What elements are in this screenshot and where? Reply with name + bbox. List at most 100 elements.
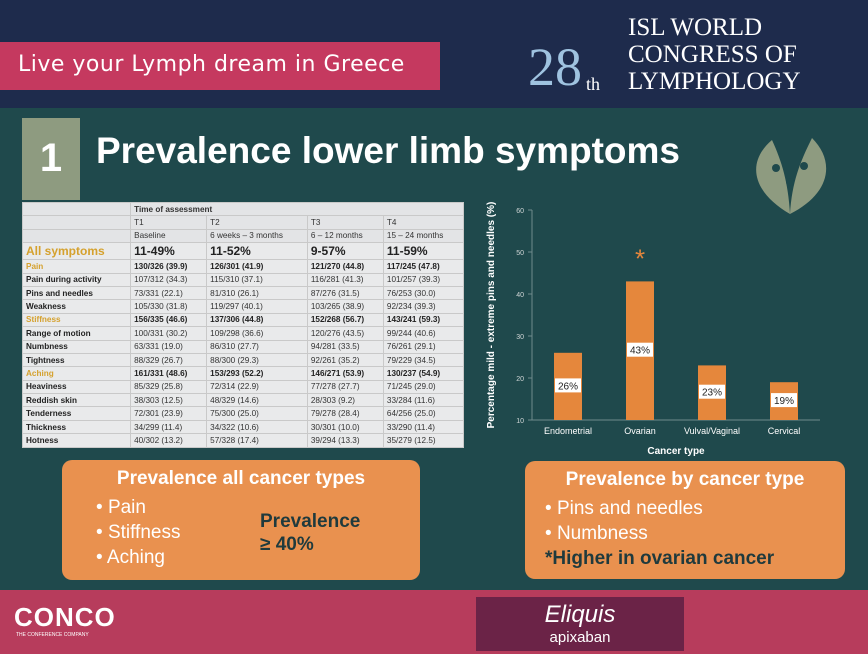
- table-cell: 152/268 (56.7): [306, 312, 384, 328]
- header-row: Time of assessment: [21, 201, 464, 217]
- table-cell: 92/261 (35.2): [306, 352, 384, 368]
- cell: [21, 201, 132, 217]
- table-cell: 120/276 (43.5): [306, 326, 384, 341]
- y-tick-label: 40: [516, 292, 524, 299]
- table-cell: 75/300 (25.0): [206, 406, 308, 421]
- company-logo: CONCO: [14, 602, 116, 632]
- annotation: *: [635, 243, 645, 273]
- table-cell: 137/306 (44.8): [206, 312, 308, 328]
- logo-line: LYMPHOLOGY: [628, 68, 801, 95]
- table-row: Pain 130/326 (39.9) 126/301 (41.9) 121/270 …: [21, 259, 465, 274]
- logo-line: CONGRESS OF: [628, 41, 797, 68]
- table-cell: 105/330 (31.8): [130, 299, 208, 314]
- table-cell: 76/253 (30.0): [382, 285, 465, 301]
- slide-title: Prevalence lower limb symptoms: [96, 130, 681, 171]
- table-cell: 101/257 (39.3): [382, 272, 465, 287]
- note-line: Prevalence: [260, 511, 361, 532]
- bullet: • Pain: [96, 497, 146, 518]
- box-title: Prevalence by cancer type: [565, 469, 805, 490]
- table-cell: 161/331 (48.6): [130, 366, 208, 381]
- table-row: Thickness 34/299 (11.4) 34/322 (10.6) 30/30…: [21, 419, 465, 435]
- bar-chart: 10 20 30 40 50 60 Percentage mild - extreme pi…: [486, 202, 820, 457]
- table-cell: 86/310 (27.7): [206, 339, 308, 354]
- value-label: 43%: [630, 346, 650, 357]
- table-cell: 143/241 (59.3): [382, 312, 465, 328]
- column-id-row: T1 T2 T3 T4: [21, 215, 465, 230]
- row-label: Stiffness: [21, 312, 132, 328]
- table-row: Heaviness 85/329 (25.8) 72/314 (22.9) 77/27…: [21, 379, 465, 395]
- table-cell: 40/302 (13.2): [130, 433, 208, 448]
- x-tick-label: Endometrial: [544, 426, 592, 436]
- bullet: • Stiffness: [96, 522, 181, 543]
- value-label: 23%: [702, 388, 722, 399]
- table-row: Numbness 63/331 (19.0) 86/310 (27.7) 94/281…: [21, 339, 465, 354]
- table-cell: 76/261 (29.1): [382, 339, 465, 354]
- footer: CONCO THE CONFERENCE COMPANY: [0, 590, 868, 654]
- bullet-list: • Pins and needles • Numbness *Higher in…: [545, 496, 774, 571]
- logo-line: ISL WORLD: [628, 14, 763, 41]
- table-cell: 11-52%: [206, 242, 308, 261]
- summary-box: Prevalence by cancer type • Pins and nee…: [525, 461, 845, 579]
- sponsor-sub: apixaban: [549, 629, 611, 646]
- table-cell: 57/328 (17.4): [206, 433, 308, 448]
- table-cell: 77/278 (27.7): [306, 379, 384, 395]
- table-cell: 9-57%: [306, 242, 384, 261]
- table-row: Hotness 40/302 (13.2) 57/328 (17.4) 39/294 …: [21, 433, 465, 448]
- bullet: • Numbness: [545, 523, 648, 544]
- row-label: Heaviness: [21, 379, 132, 395]
- table-cell: 64/256 (25.0): [382, 406, 465, 421]
- table-cell: 88/329 (26.7): [130, 352, 208, 368]
- table-row: Pain during activity 107/312 (34.3) 115/31…: [21, 272, 465, 287]
- table-cell: 33/284 (11.6): [382, 393, 465, 408]
- table-cell: 130/326 (39.9): [130, 259, 208, 274]
- value-label-bg: [699, 384, 725, 399]
- value-label: 19%: [774, 396, 794, 407]
- table-cell: 35/279 (12.5): [382, 433, 465, 448]
- table-cell: 109/298 (36.6): [206, 326, 308, 341]
- bullet-text: Pain: [107, 497, 146, 518]
- table-cell: 79/278 (28.4): [306, 406, 384, 421]
- logo-number: 28: [528, 37, 582, 97]
- sponsor-name: Eliquis: [544, 601, 616, 628]
- bullet-list: • Pain • Stiffness • Aching: [96, 495, 180, 570]
- column-label: 15 – 24 months: [382, 228, 465, 244]
- row-label: Weakness: [21, 299, 132, 314]
- column-label-row: Baseline 6 weeks – 3 months 6 – 12 months 1…: [21, 228, 465, 244]
- row-label: Pain: [21, 259, 132, 274]
- column-label: 6 – 12 months: [306, 228, 384, 244]
- table-cell: 28/303 (9.2): [306, 393, 384, 408]
- y-tick-label: 20: [516, 376, 524, 383]
- bullet-text: Stiffness: [107, 522, 181, 543]
- table-row: Weakness 105/330 (31.8) 119/297 (40.1) 103/…: [21, 299, 465, 314]
- table-cell: 34/322 (10.6): [206, 419, 308, 435]
- table-cell: 11-59%: [382, 242, 465, 261]
- x-tick-label: Cervical: [768, 426, 801, 436]
- row-label: Pins and needles: [21, 285, 132, 301]
- leaf-icon: [756, 138, 827, 214]
- logo-text: ISL WORLD CONGRESS OF LYMPHOLOGY: [628, 14, 801, 95]
- x-tick-label: Ovarian: [624, 426, 656, 436]
- table-row: Tenderness 72/301 (23.9) 75/300 (25.0) 79/2…: [21, 406, 465, 421]
- table-cell: 88/300 (29.3): [206, 352, 308, 368]
- column-id: T2: [206, 215, 308, 230]
- row-label: Tenderness: [21, 406, 132, 421]
- row-label: Aching: [21, 366, 132, 381]
- table-cell: 99/244 (40.6): [382, 326, 465, 341]
- column-id: T1: [130, 215, 208, 230]
- bullet-text: Pins and needles: [556, 498, 703, 519]
- row-label: Numbness: [21, 339, 132, 354]
- table-cell: 48/329 (14.6): [206, 393, 308, 408]
- row-label: Range of motion: [21, 326, 132, 341]
- value-label-bg: [771, 393, 797, 408]
- table-cell: 38/303 (12.5): [130, 393, 208, 408]
- cell: [21, 228, 132, 244]
- table-header: Time of assessment: [130, 201, 464, 217]
- table-cell: 63/331 (19.0): [130, 339, 208, 354]
- column-label: Baseline: [130, 228, 208, 244]
- box-note: Prevalence ≥ 40%: [260, 510, 360, 556]
- bullet-text: Aching: [106, 547, 165, 568]
- value-label: 26%: [558, 381, 578, 392]
- banner: Live your Lymph dream in Greece: [0, 42, 440, 90]
- table-row: All symptoms 11-49% 11-52% 9-57% 11-59%: [21, 242, 465, 261]
- table-cell: 30/301 (10.0): [306, 419, 384, 435]
